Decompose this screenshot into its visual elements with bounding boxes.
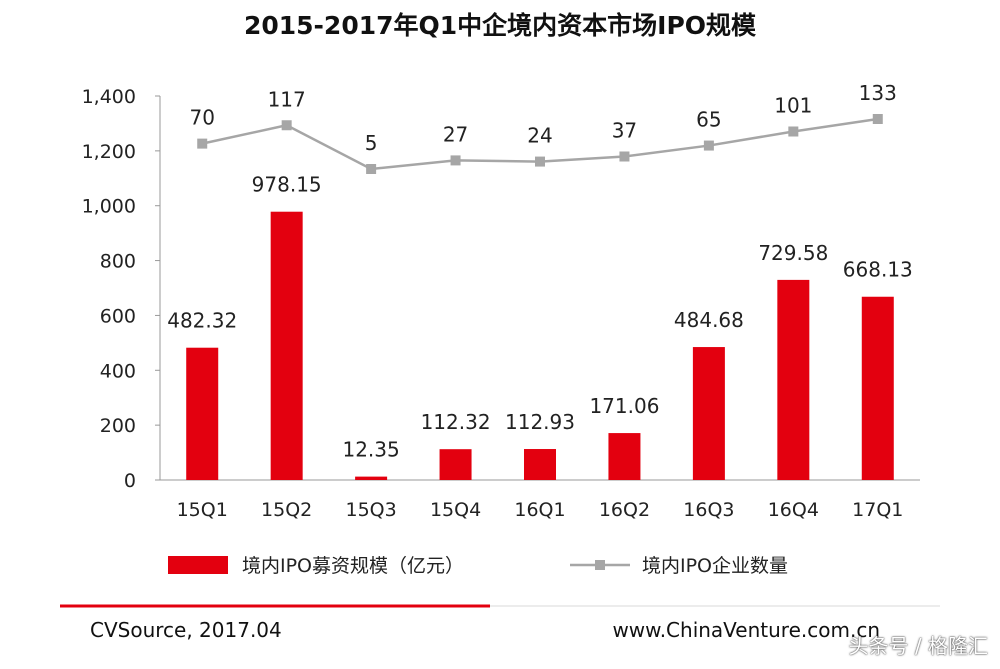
line-point bbox=[872, 114, 883, 124]
x-tick-label: 16Q1 bbox=[514, 499, 565, 521]
bar bbox=[270, 211, 303, 480]
y-tick-label: 1,400 bbox=[82, 86, 136, 108]
bar bbox=[355, 476, 388, 480]
bar-value-label: 112.93 bbox=[505, 410, 575, 434]
chart-title: 2015-2017年Q1中企境内资本市场IPO规模 bbox=[243, 11, 757, 40]
y-axis-ticks: 0 200 400 600 800 1,000 1,200 1,400 bbox=[82, 86, 160, 492]
legend-swatch-bar bbox=[168, 556, 228, 574]
line-point bbox=[197, 138, 208, 149]
bar-series: 482.32 978.15 12.35 112.32 112.93 171.06 484.6… bbox=[167, 173, 913, 480]
line-value-label: 117 bbox=[268, 87, 306, 111]
x-tick-label: 17Q1 bbox=[852, 499, 903, 521]
x-tick-label: 15Q1 bbox=[177, 499, 228, 521]
line-point bbox=[703, 140, 714, 151]
bar bbox=[608, 433, 641, 480]
bar-value-label: 482.32 bbox=[167, 309, 237, 333]
legend: 境内IPO募资规模（亿元） 境内IPO企业数量 bbox=[168, 555, 788, 577]
line-value-label: 133 bbox=[859, 81, 897, 105]
x-tick-label: 16Q3 bbox=[683, 499, 734, 521]
legend-label-bar: 境内IPO募资规模（亿元） bbox=[242, 555, 464, 577]
bar-value-label: 112.32 bbox=[421, 410, 491, 434]
legend-label-line: 境内IPO企业数量 bbox=[642, 555, 788, 577]
x-axis-ticks: 15Q1 15Q2 15Q3 15Q4 16Q1 16Q2 16Q3 16Q4 17Q1 bbox=[177, 499, 904, 521]
bar bbox=[186, 347, 219, 480]
line-point bbox=[450, 155, 461, 166]
y-tick-label: 400 bbox=[100, 360, 136, 382]
footer-source: CVSource, 2017.04 bbox=[90, 618, 282, 642]
bar bbox=[861, 296, 894, 480]
bar bbox=[524, 449, 556, 480]
line-value-label: 37 bbox=[612, 119, 637, 143]
y-tick-label: 0 bbox=[124, 470, 136, 492]
line-point bbox=[619, 151, 630, 162]
line-point bbox=[788, 126, 799, 137]
line-value-label: 101 bbox=[774, 94, 812, 118]
line-point bbox=[366, 164, 377, 174]
bar bbox=[439, 449, 472, 480]
line-value-label: 24 bbox=[527, 124, 552, 148]
bar-value-label: 12.35 bbox=[342, 438, 399, 462]
bar bbox=[777, 279, 810, 480]
x-tick-label: 15Q4 bbox=[430, 499, 481, 521]
x-tick-label: 15Q2 bbox=[261, 499, 312, 521]
x-tick-label: 16Q2 bbox=[599, 499, 650, 521]
watermark: 头条号 / 格隆汇 bbox=[848, 634, 988, 658]
footer-site: www.ChinaVenture.com.cn bbox=[612, 618, 880, 642]
x-tick-label: 16Q4 bbox=[768, 499, 819, 521]
line-series: 70 117 5 27 24 37 65 101 133 bbox=[189, 81, 897, 174]
line-point bbox=[535, 156, 545, 167]
y-tick-label: 600 bbox=[100, 305, 136, 327]
line-value-label: 5 bbox=[365, 131, 378, 155]
y-tick-label: 800 bbox=[100, 251, 136, 273]
bar-value-label: 484.68 bbox=[674, 308, 744, 332]
legend-marker-line bbox=[595, 560, 605, 570]
y-tick-label: 200 bbox=[100, 415, 136, 437]
bar-value-label: 729.58 bbox=[758, 241, 828, 265]
line-value-label: 27 bbox=[443, 122, 468, 146]
y-tick-label: 1,200 bbox=[82, 141, 136, 163]
bar bbox=[692, 347, 725, 480]
x-tick-label: 15Q3 bbox=[345, 499, 396, 521]
bar-value-label: 171.06 bbox=[589, 394, 659, 418]
line-point bbox=[281, 120, 292, 131]
line-value-label: 65 bbox=[696, 108, 721, 132]
y-tick-label: 1,000 bbox=[82, 196, 136, 218]
bar-value-label: 668.13 bbox=[843, 258, 913, 282]
line-value-label: 70 bbox=[189, 106, 214, 130]
bar-value-label: 978.15 bbox=[252, 173, 322, 197]
